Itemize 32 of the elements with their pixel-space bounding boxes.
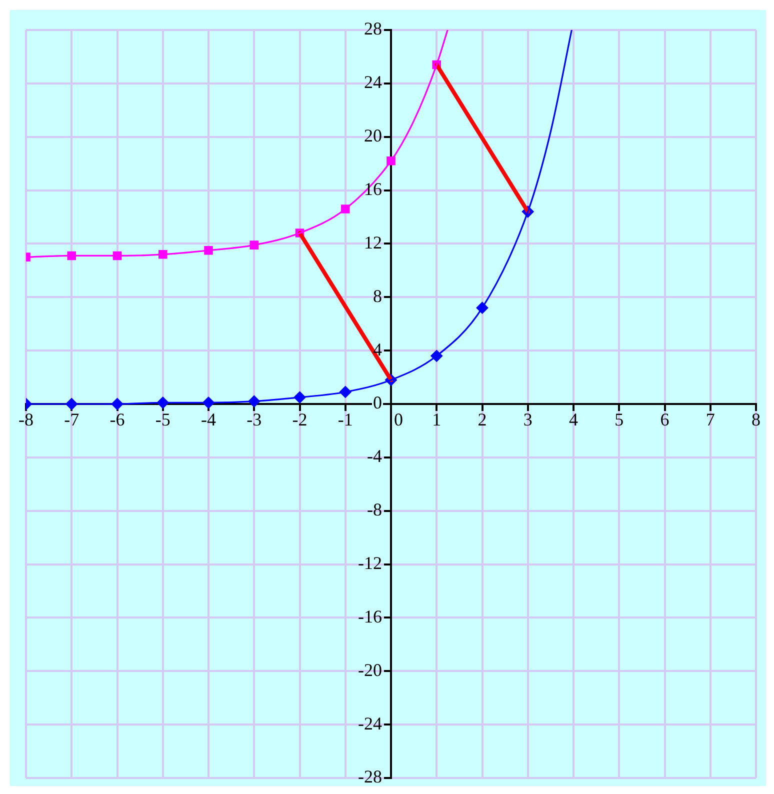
x-tick-label: 3 bbox=[523, 410, 532, 430]
y-tick-label: 20 bbox=[364, 126, 382, 146]
y-tick-label: 0 bbox=[373, 392, 382, 413]
y-tick-label: -4 bbox=[367, 446, 382, 466]
x-tick-label: -3 bbox=[246, 410, 262, 430]
x-tick-label: -7 bbox=[64, 410, 80, 430]
y-tick-label: 28 bbox=[364, 18, 382, 39]
x-tick-label: -6 bbox=[110, 410, 125, 430]
x-tick-label: -8 bbox=[18, 410, 34, 430]
y-tick-label: 8 bbox=[373, 286, 382, 306]
x-tick-label: -5 bbox=[155, 410, 170, 430]
x-tick-label: 8 bbox=[752, 410, 760, 430]
x-tick-label: -4 bbox=[201, 410, 216, 430]
y-tick-label: 4 bbox=[373, 339, 382, 360]
x-tick-label: 4 bbox=[569, 410, 578, 430]
y-tick-label: -28 bbox=[358, 766, 382, 787]
y-tick-label: 12 bbox=[364, 232, 382, 252]
x-tick-label: -2 bbox=[292, 410, 308, 430]
y-tick-label: -8 bbox=[367, 500, 382, 520]
y-tick-label: -16 bbox=[358, 606, 382, 626]
y-tick-label: 16 bbox=[364, 179, 382, 200]
x-tick-label: 1 bbox=[432, 410, 442, 430]
x-tick-label: 5 bbox=[614, 410, 624, 430]
x-tick-label: 6 bbox=[660, 410, 670, 430]
y-tick-label: -12 bbox=[358, 553, 382, 574]
x-tick-label: 0 bbox=[394, 410, 403, 430]
y-tick-label: 24 bbox=[364, 72, 382, 92]
y-tick-label: -24 bbox=[358, 713, 382, 734]
y-tick-label: -20 bbox=[358, 660, 382, 680]
x-tick-label: -1 bbox=[338, 410, 353, 430]
x-tick-label: 7 bbox=[706, 410, 715, 430]
x-tick-label: 2 bbox=[478, 410, 487, 430]
